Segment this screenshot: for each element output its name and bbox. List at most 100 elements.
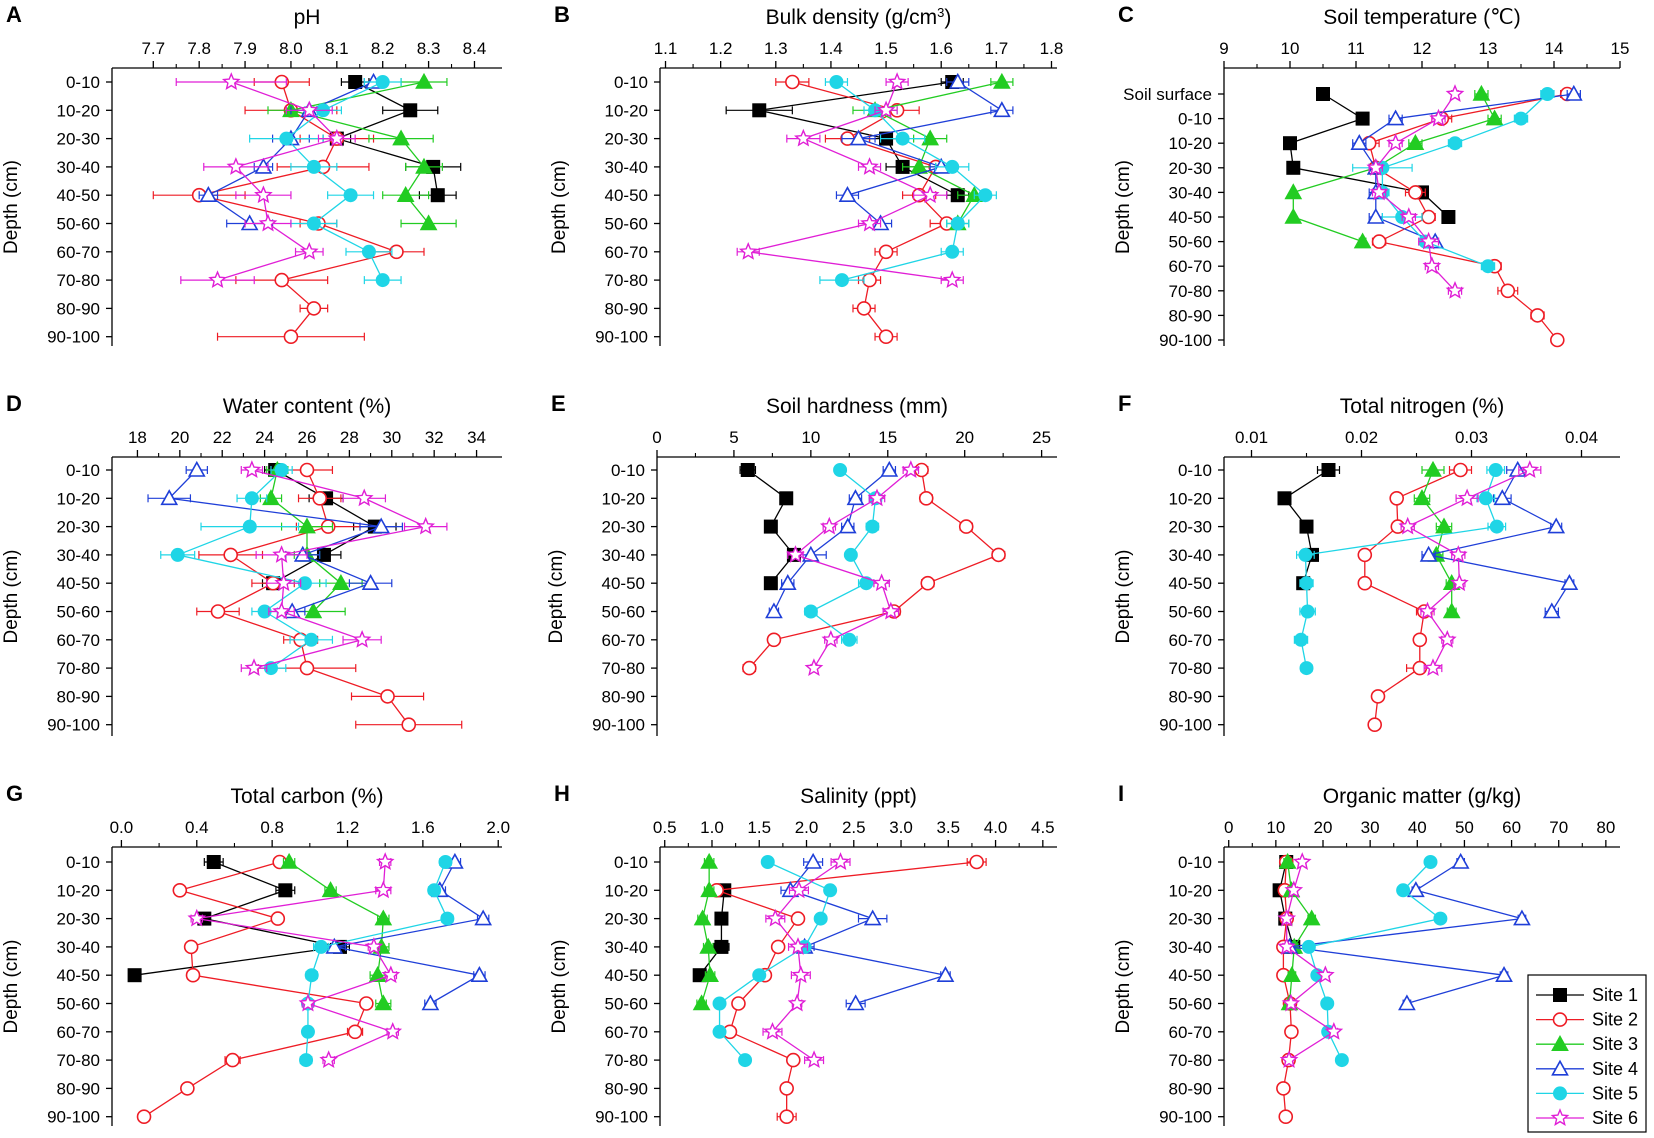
x-tick-label: 10 <box>1266 818 1285 837</box>
series-site-5 <box>249 75 402 288</box>
data-point <box>1281 993 1301 1012</box>
y-tick-label: 20-30 <box>602 518 645 537</box>
data-point <box>738 1053 753 1068</box>
data-point <box>1283 136 1297 151</box>
data-point <box>790 911 806 926</box>
data-point <box>272 601 291 620</box>
x-tick-label: 32 <box>425 428 444 447</box>
data-point <box>1445 84 1465 102</box>
x-tick-label: 18 <box>128 428 147 447</box>
panel-h: H Salinity (ppt) 0.5 1.0 1.5 2.0 2.5 3.0 3.5 4.0 4… <box>549 781 1057 1127</box>
data-point <box>920 575 936 591</box>
data-point <box>1437 629 1457 648</box>
y-tick-label: 70-80 <box>605 271 648 290</box>
data-point <box>785 1052 801 1068</box>
data-point <box>969 854 984 870</box>
data-point <box>208 270 227 289</box>
data-point <box>1442 602 1461 619</box>
data-point <box>347 1024 363 1040</box>
series-line <box>251 469 428 669</box>
x-tick-label: 26 <box>298 428 317 447</box>
data-point <box>813 911 828 926</box>
legend-marker <box>1553 1086 1567 1101</box>
y-tick-label: 50-60 <box>605 995 648 1014</box>
data-point <box>403 103 418 118</box>
data-point <box>1423 855 1438 869</box>
y-tick-label: 0-10 <box>611 461 645 480</box>
panel-title: Organic matter (g/kg) <box>1323 785 1521 808</box>
legend-entry-site-1: Site 1 <box>1536 985 1638 1005</box>
data-point <box>421 994 440 1011</box>
data-point <box>1408 185 1423 200</box>
data-point <box>372 517 391 534</box>
series-line <box>167 469 382 613</box>
data-point <box>1286 160 1301 175</box>
data-point <box>348 75 363 89</box>
data-point <box>392 129 410 146</box>
data-point <box>738 241 758 260</box>
data-point <box>1412 632 1428 648</box>
y-tick-label: 60-70 <box>605 243 648 262</box>
series-site-6 <box>1398 460 1542 677</box>
data-point <box>206 855 221 869</box>
legend-label: Site 1 <box>1592 985 1638 1005</box>
y-axis-label: Depth (cm) <box>1113 160 1134 254</box>
data-point <box>274 272 290 288</box>
series-line <box>1364 469 1461 725</box>
y-tick-label: 30-40 <box>1169 183 1212 202</box>
data-point <box>829 75 844 89</box>
data-point <box>306 159 321 174</box>
data-point <box>279 131 294 146</box>
data-point <box>692 994 711 1011</box>
data-point <box>283 329 299 345</box>
data-point <box>185 967 201 983</box>
y-tick-label: 20-30 <box>1169 159 1212 178</box>
y-tick-label: 80-90 <box>57 299 100 318</box>
data-point <box>1292 852 1312 870</box>
data-point <box>359 996 374 1011</box>
y-tick-label: 20-30 <box>57 910 100 929</box>
series-site-5 <box>819 75 997 288</box>
data-point <box>470 966 489 983</box>
x-tick-label: 24 <box>255 428 274 447</box>
y-tick-label: 60-70 <box>57 243 100 262</box>
data-point <box>1283 966 1301 983</box>
x-tick-label: 1.5 <box>874 39 898 58</box>
data-point <box>430 188 445 203</box>
series-site-6 <box>762 852 851 1069</box>
data-point <box>364 937 384 955</box>
data-point <box>416 516 436 535</box>
data-point <box>299 462 315 478</box>
y-tick-label: 10-20 <box>57 489 100 508</box>
y-tick-label: 30-40 <box>602 546 645 565</box>
x-tick-label: 5 <box>729 428 738 447</box>
series-line <box>290 81 430 224</box>
data-point <box>1324 1021 1344 1040</box>
data-point <box>1481 259 1495 274</box>
data-point <box>374 994 393 1011</box>
series-line <box>789 861 946 1005</box>
data-point <box>1457 488 1477 507</box>
series-site-4 <box>765 460 899 619</box>
x-tick-label: 34 <box>467 428 486 447</box>
data-point <box>1453 462 1468 478</box>
data-point <box>880 460 899 477</box>
series-line <box>1289 861 1523 1005</box>
panel-title: pH <box>294 6 321 29</box>
series-site-6 <box>187 852 403 1069</box>
y-tick-label: 60-70 <box>1169 631 1212 650</box>
y-tick-label: 10-20 <box>1169 134 1212 153</box>
series-line <box>175 469 313 669</box>
data-point <box>838 186 857 202</box>
x-tick-label: 14 <box>1545 39 1564 58</box>
legend-entry-site-6: Site 6 <box>1536 1108 1638 1128</box>
data-point <box>1386 109 1405 126</box>
legend-marker <box>1551 1035 1569 1051</box>
data-point <box>1366 157 1386 176</box>
series-line <box>748 469 1000 669</box>
data-point <box>1371 234 1387 249</box>
x-tick-label: 4.5 <box>1031 818 1055 837</box>
data-point <box>383 1021 403 1040</box>
data-point <box>803 604 818 619</box>
data-point <box>381 965 401 984</box>
